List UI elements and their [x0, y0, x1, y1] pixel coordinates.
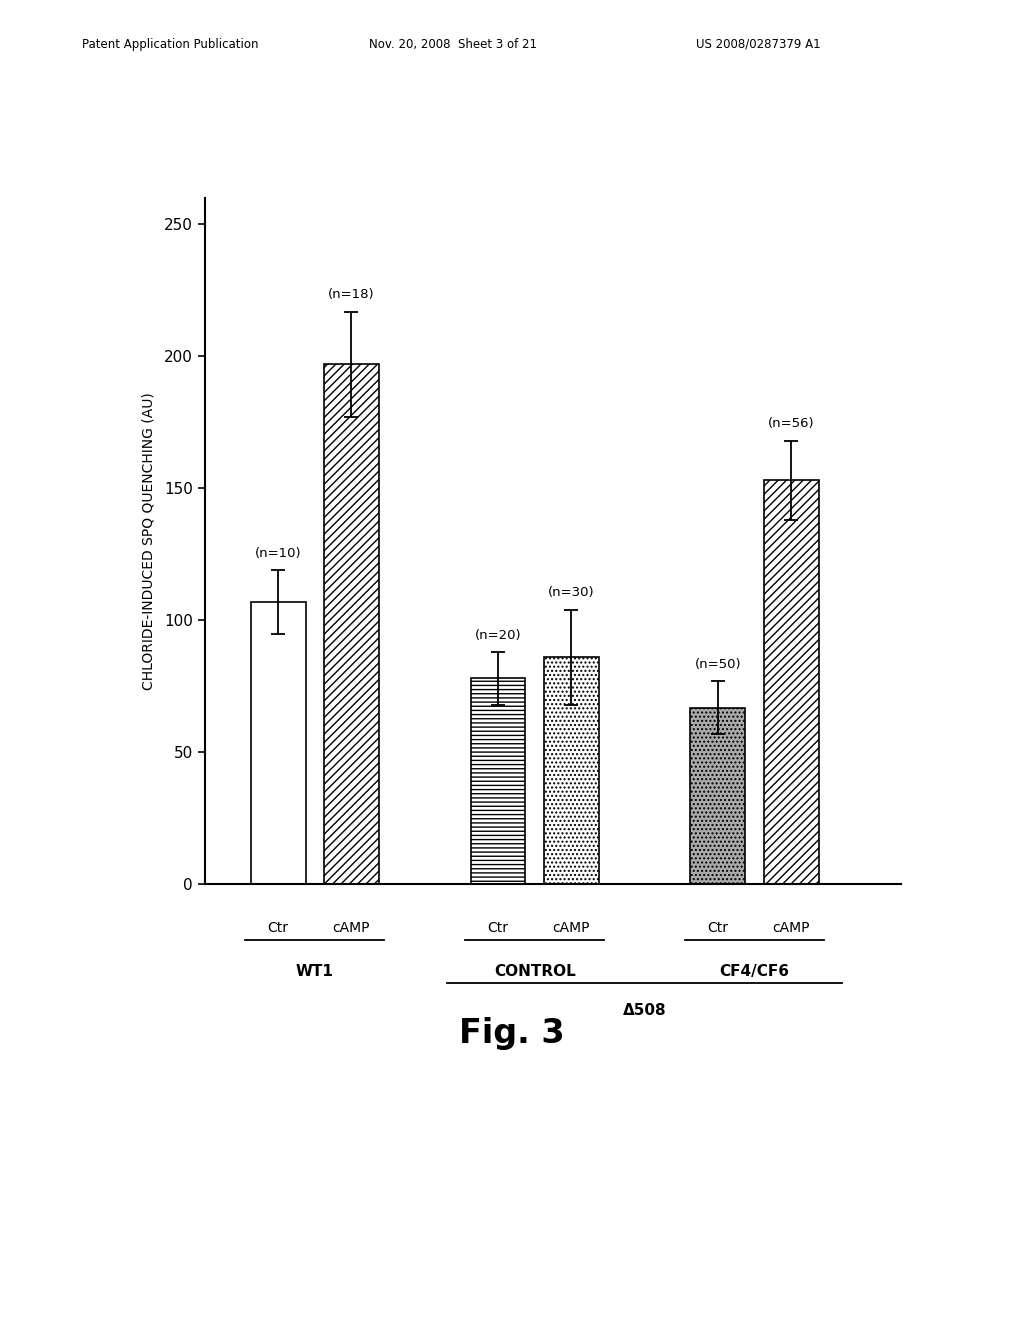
Bar — [690, 708, 745, 884]
Text: cAMP: cAMP — [772, 921, 810, 936]
Text: CONTROL: CONTROL — [494, 964, 575, 978]
Bar — [470, 678, 525, 884]
Text: Ctr: Ctr — [708, 921, 728, 936]
Text: cAMP: cAMP — [553, 921, 590, 936]
Text: Δ508: Δ508 — [623, 1003, 667, 1018]
Text: Fig. 3: Fig. 3 — [459, 1016, 565, 1049]
Bar — [324, 364, 379, 884]
Text: (n=56): (n=56) — [768, 417, 814, 430]
Text: (n=20): (n=20) — [475, 628, 521, 642]
Text: (n=50): (n=50) — [694, 657, 741, 671]
Text: Patent Application Publication: Patent Application Publication — [82, 37, 258, 50]
Text: Ctr: Ctr — [487, 921, 509, 936]
Text: cAMP: cAMP — [333, 921, 370, 936]
Bar — [251, 602, 305, 884]
Text: (n=30): (n=30) — [548, 586, 595, 599]
Text: US 2008/0287379 A1: US 2008/0287379 A1 — [696, 37, 821, 50]
Text: WT1: WT1 — [296, 964, 334, 978]
Text: Nov. 20, 2008  Sheet 3 of 21: Nov. 20, 2008 Sheet 3 of 21 — [369, 37, 537, 50]
Text: CF4/CF6: CF4/CF6 — [720, 964, 790, 978]
Bar — [764, 480, 818, 884]
Text: (n=10): (n=10) — [255, 546, 301, 560]
Y-axis label: CHLORIDE-INDUCED SPQ QUENCHING (AU): CHLORIDE-INDUCED SPQ QUENCHING (AU) — [141, 392, 156, 690]
Text: (n=18): (n=18) — [328, 288, 375, 301]
Text: Ctr: Ctr — [267, 921, 289, 936]
Bar — [544, 657, 599, 884]
